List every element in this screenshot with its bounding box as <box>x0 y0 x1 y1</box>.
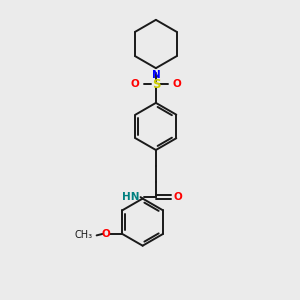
Text: HN: HN <box>122 192 140 202</box>
Text: O: O <box>102 229 110 239</box>
Text: N: N <box>152 70 160 80</box>
Text: CH₃: CH₃ <box>75 230 93 240</box>
Text: S: S <box>152 78 160 91</box>
Text: O: O <box>174 192 182 202</box>
Text: O: O <box>131 79 140 89</box>
Text: O: O <box>172 79 181 89</box>
